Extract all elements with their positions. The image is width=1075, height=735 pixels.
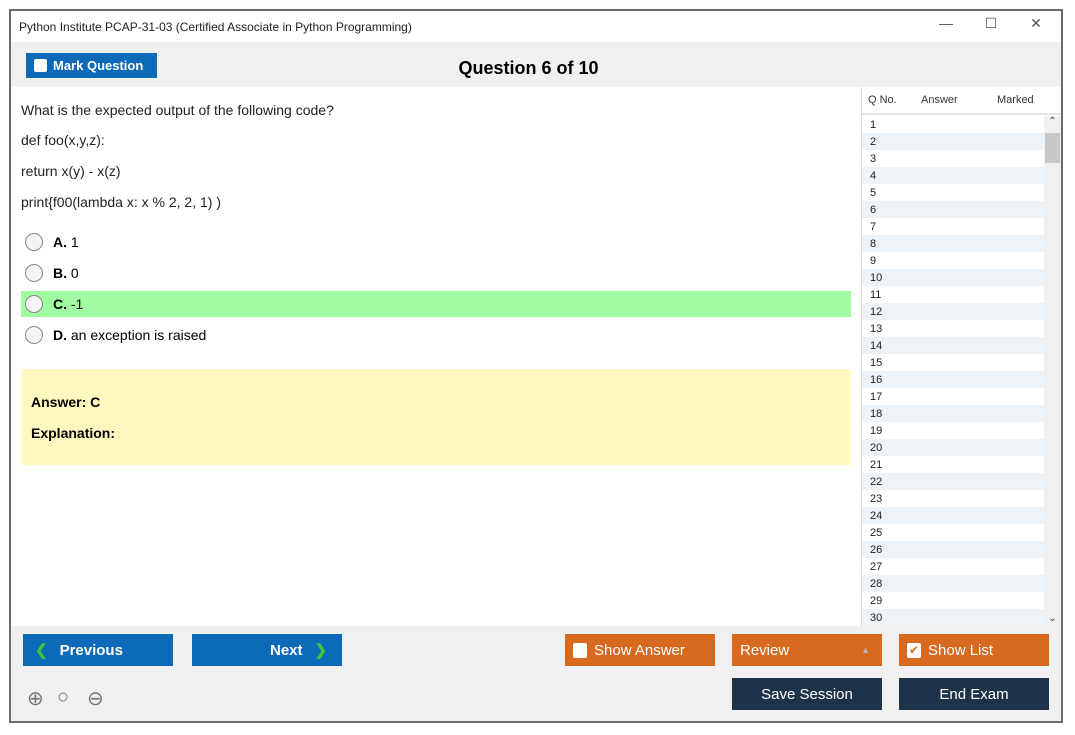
save-session-button[interactable]: Save Session — [732, 678, 882, 710]
col-qno: Q No. — [868, 94, 897, 106]
close-button[interactable]: ✕ — [1030, 15, 1042, 31]
previous-label: Previous — [59, 641, 123, 659]
option-letter: B. — [53, 265, 67, 281]
list-item[interactable]: 26 — [862, 541, 1045, 558]
scroll-down-icon[interactable]: ⌄ — [1048, 613, 1057, 624]
list-item[interactable]: 19 — [870, 425, 883, 437]
code-line: print{f00(lambda x: x % 2, 2, 1) ) — [21, 194, 221, 210]
next-button[interactable]: Next ❯ — [192, 634, 342, 666]
list-item[interactable]: 29 — [870, 595, 883, 607]
answer-label: Answer: C — [31, 394, 101, 410]
list-item[interactable]: 30 — [862, 609, 1045, 626]
app-window: Python Institute PCAP-31-03 (Certified A… — [9, 9, 1063, 723]
option-a[interactable]: A. 1 — [21, 229, 851, 255]
list-item[interactable]: 15 — [870, 357, 883, 369]
zoom-reset-icon[interactable]: ○ — [57, 686, 70, 708]
list-item[interactable]: 18 — [862, 405, 1045, 422]
question-counter: Question 6 of 10 — [458, 58, 599, 78]
checkbox-icon — [34, 59, 47, 72]
list-item[interactable]: 4 — [862, 167, 1045, 184]
checkbox-checked-icon[interactable]: ✔ — [907, 642, 921, 658]
list-item[interactable]: 8 — [862, 235, 1045, 252]
option-c[interactable]: C. -1 — [21, 291, 851, 317]
list-item[interactable]: 24 — [862, 507, 1045, 524]
radio-button[interactable] — [25, 233, 43, 251]
option-letter: C. — [53, 296, 67, 312]
list-item[interactable]: 7 — [870, 221, 877, 233]
code-line: def foo(x,y,z): — [21, 132, 105, 148]
list-item[interactable]: 17 — [870, 391, 883, 403]
caret-up-icon: ▲ — [861, 645, 870, 655]
list-item[interactable]: 14 — [862, 337, 1045, 354]
list-item[interactable]: 28 — [862, 575, 1045, 592]
list-item[interactable]: 1 — [870, 119, 877, 131]
option-text: 1 — [70, 234, 79, 250]
list-item[interactable]: 11 — [870, 289, 882, 301]
mark-question-button[interactable]: Mark Question — [26, 53, 157, 78]
list-item[interactable]: 21 — [870, 459, 883, 471]
list-item[interactable]: 10 — [862, 269, 1045, 286]
scroll-thumb[interactable] — [1045, 133, 1060, 163]
window-title: Python Institute PCAP-31-03 (Certified A… — [19, 20, 412, 34]
maximize-button[interactable]: ☐ — [984, 15, 998, 31]
list-item[interactable]: 16 — [862, 371, 1045, 388]
option-text: an exception is raised — [70, 327, 207, 343]
header: Mark Question Question 6 of 10 — [11, 42, 1061, 87]
list-item[interactable]: 2 — [862, 133, 1045, 150]
answer-box: Answer: C Explanation: — [21, 369, 851, 465]
previous-button[interactable]: ❮ Previous — [23, 634, 173, 666]
next-label: Next — [270, 641, 303, 659]
list-item[interactable]: 23 — [870, 493, 883, 505]
code-line: return x(y) - x(z) — [21, 163, 121, 179]
show-answer-button[interactable]: Show Answer — [565, 634, 715, 666]
list-item[interactable]: 9 — [870, 255, 877, 267]
explanation-label: Explanation: — [31, 425, 116, 441]
col-marked: Marked — [997, 94, 1034, 106]
list-item[interactable]: 5 — [870, 187, 877, 199]
show-list-button[interactable]: ✔ Show List — [899, 634, 1049, 666]
question-panel: What is the expected output of the follo… — [11, 87, 861, 626]
list-item[interactable]: 6 — [862, 201, 1045, 218]
option-letter: D. — [53, 327, 67, 343]
col-answer: Answer — [921, 94, 958, 106]
option-letter: A. — [53, 234, 67, 250]
list-item[interactable]: 22 — [862, 473, 1045, 490]
question-text: What is the expected output of the follo… — [21, 102, 334, 118]
chevron-left-icon: ❮ — [35, 642, 48, 659]
minimize-button[interactable]: — — [939, 15, 953, 31]
radio-button[interactable] — [25, 264, 43, 282]
list-header: Q No. Answer Marked — [862, 87, 1061, 115]
mark-question-label: Mark Question — [53, 58, 144, 73]
list-item[interactable]: 25 — [870, 527, 883, 539]
list-item[interactable]: 13 — [870, 323, 883, 335]
option-text: -1 — [70, 296, 84, 312]
radio-button[interactable] — [25, 295, 43, 313]
question-list: Q No. Answer Marked 1 2 3 4 5 6 7 8 9 10 11 12 13 14 1… — [861, 87, 1061, 626]
chevron-right-icon: ❯ — [314, 642, 328, 659]
end-exam-button[interactable]: End Exam — [899, 678, 1049, 710]
zoom-in-icon[interactable]: ⊕ — [27, 688, 44, 710]
list-item[interactable]: 3 — [870, 153, 877, 165]
radio-button[interactable] — [25, 326, 43, 344]
title-bar: Python Institute PCAP-31-03 (Certified A… — [11, 11, 1061, 42]
option-d[interactable]: D. an exception is raised — [21, 322, 851, 348]
option-b[interactable]: B. 0 — [21, 260, 851, 286]
list-item[interactable]: 27 — [870, 561, 883, 573]
list-rows: 1 2 3 4 5 6 7 8 9 10 11 12 13 14 15 16 17 18 19 20 21 22 23 24 2… — [862, 116, 1045, 626]
scrollbar[interactable]: ⌃ ⌄ — [1044, 116, 1061, 626]
option-text: 0 — [70, 265, 79, 281]
list-item[interactable]: 12 — [862, 303, 1045, 320]
review-label: Review — [740, 641, 790, 659]
zoom-out-icon[interactable]: ⊖ — [87, 688, 104, 710]
show-list-label: Show List — [928, 641, 994, 659]
list-item[interactable]: 20 — [862, 439, 1045, 456]
show-answer-label: Show Answer — [594, 641, 685, 659]
review-dropdown[interactable]: Review ▲ — [732, 634, 882, 666]
scroll-up-icon[interactable]: ⌃ — [1048, 116, 1057, 127]
checkbox-icon[interactable] — [573, 642, 587, 658]
